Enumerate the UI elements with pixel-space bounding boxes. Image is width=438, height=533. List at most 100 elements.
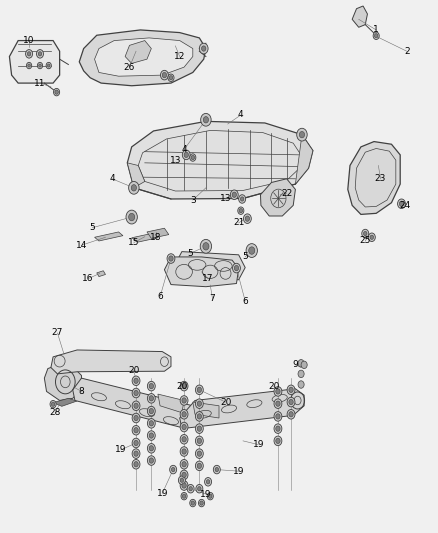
Circle shape (197, 438, 201, 443)
Circle shape (276, 401, 280, 406)
Text: 13: 13 (170, 156, 181, 165)
Polygon shape (10, 41, 60, 83)
Text: 26: 26 (124, 63, 135, 71)
Circle shape (180, 422, 188, 432)
Polygon shape (127, 122, 313, 199)
Circle shape (287, 409, 295, 419)
Circle shape (195, 399, 203, 408)
Circle shape (180, 481, 188, 490)
Circle shape (399, 201, 404, 206)
Circle shape (197, 426, 201, 431)
Circle shape (190, 154, 196, 161)
Circle shape (51, 402, 55, 406)
Circle shape (131, 184, 137, 191)
Circle shape (276, 414, 280, 419)
Circle shape (36, 50, 43, 58)
Circle shape (203, 243, 209, 250)
Circle shape (132, 459, 140, 469)
Circle shape (233, 263, 240, 273)
Circle shape (289, 399, 293, 405)
Text: 6: 6 (242, 296, 248, 305)
Circle shape (215, 467, 219, 472)
Circle shape (239, 195, 246, 203)
Circle shape (180, 395, 188, 405)
Text: 11: 11 (34, 78, 46, 87)
Circle shape (206, 480, 210, 484)
Polygon shape (95, 232, 123, 241)
Circle shape (364, 231, 367, 236)
Circle shape (132, 425, 140, 435)
Circle shape (149, 446, 153, 451)
Circle shape (182, 472, 186, 478)
Circle shape (25, 50, 32, 58)
Circle shape (374, 34, 378, 38)
Circle shape (287, 397, 295, 407)
Circle shape (134, 390, 138, 395)
Circle shape (276, 438, 280, 443)
Text: 8: 8 (78, 387, 85, 396)
Text: 19: 19 (233, 467, 244, 475)
Circle shape (149, 458, 153, 463)
Circle shape (195, 449, 203, 458)
Text: 14: 14 (76, 241, 87, 250)
Text: 1: 1 (373, 26, 379, 35)
Circle shape (191, 156, 194, 160)
Circle shape (148, 418, 155, 428)
Polygon shape (193, 402, 219, 418)
Circle shape (197, 401, 201, 406)
Circle shape (26, 62, 32, 69)
Circle shape (232, 192, 237, 197)
Circle shape (274, 436, 282, 446)
Circle shape (27, 52, 31, 56)
Text: 17: 17 (202, 274, 214, 283)
Circle shape (132, 413, 140, 423)
Text: 5: 5 (188, 249, 194, 258)
Circle shape (126, 210, 138, 224)
Circle shape (249, 247, 255, 254)
Circle shape (134, 378, 138, 383)
Circle shape (276, 389, 280, 394)
Circle shape (197, 451, 201, 456)
Circle shape (134, 451, 138, 456)
Circle shape (180, 478, 184, 482)
Text: 9: 9 (293, 360, 298, 369)
Circle shape (297, 128, 307, 141)
Text: 7: 7 (209, 294, 215, 303)
Circle shape (213, 465, 220, 474)
Circle shape (362, 229, 369, 238)
Polygon shape (175, 252, 245, 280)
Circle shape (134, 427, 138, 433)
Polygon shape (51, 350, 171, 374)
Circle shape (373, 32, 379, 39)
Circle shape (274, 386, 282, 396)
Polygon shape (147, 228, 169, 238)
Circle shape (182, 462, 186, 467)
Circle shape (203, 117, 208, 123)
Circle shape (162, 72, 166, 78)
Circle shape (182, 483, 186, 488)
Circle shape (134, 440, 138, 446)
Circle shape (180, 381, 188, 391)
Text: 13: 13 (220, 194, 231, 203)
Circle shape (370, 235, 374, 239)
Circle shape (368, 233, 375, 241)
Text: 23: 23 (375, 174, 386, 183)
Circle shape (239, 208, 243, 213)
Circle shape (180, 459, 188, 469)
Text: 3: 3 (190, 196, 196, 205)
Circle shape (301, 361, 307, 368)
Circle shape (46, 62, 51, 69)
Circle shape (148, 431, 155, 440)
Circle shape (28, 64, 30, 67)
Circle shape (149, 421, 153, 426)
Circle shape (182, 449, 186, 454)
Polygon shape (132, 233, 158, 242)
Circle shape (149, 408, 153, 414)
Circle shape (149, 383, 153, 389)
Circle shape (191, 501, 194, 505)
Circle shape (37, 62, 42, 69)
Circle shape (169, 76, 173, 80)
Circle shape (200, 239, 212, 253)
Circle shape (149, 433, 153, 438)
Text: 20: 20 (268, 382, 279, 391)
